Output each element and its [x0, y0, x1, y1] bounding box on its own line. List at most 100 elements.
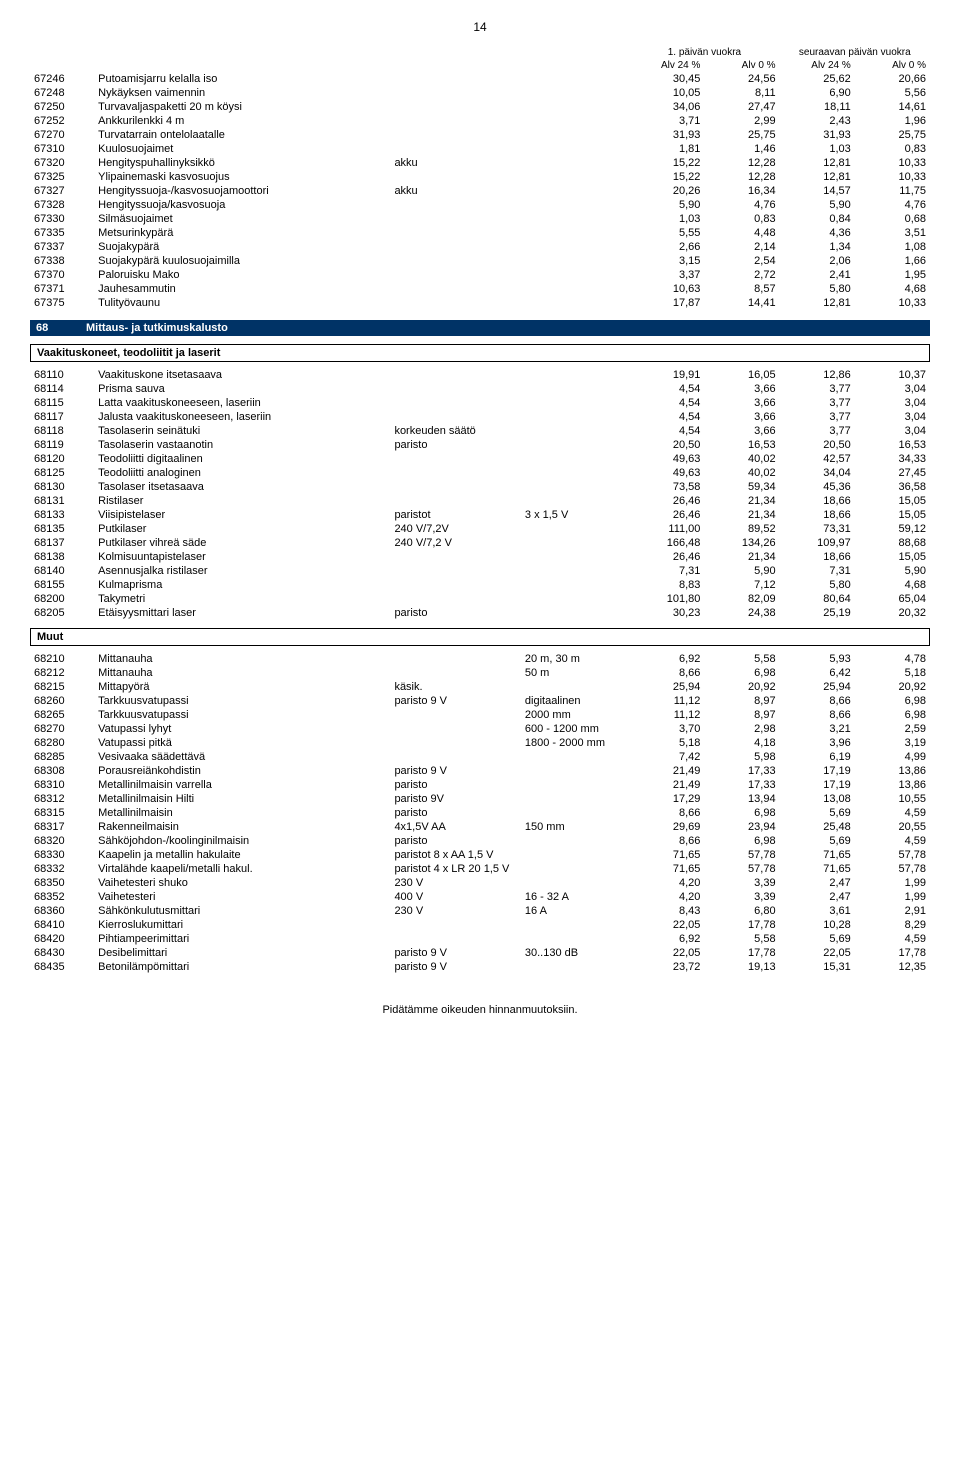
row-desc: Tasolaserin vastaanotin [94, 438, 390, 452]
row-spec1: paristo 9 V [390, 946, 520, 960]
row-v4: 4,59 [855, 932, 930, 946]
row-v4: 4,59 [855, 834, 930, 848]
table-row: 68110Vaakituskone itsetasaava19,9116,051… [30, 368, 930, 382]
row-v3: 6,42 [780, 666, 855, 680]
row-v1: 1,81 [629, 142, 704, 156]
row-v2: 8,97 [704, 694, 779, 708]
row-spec1 [390, 170, 520, 184]
row-v1: 4,54 [629, 424, 704, 438]
row-desc: Mittapyörä [94, 680, 390, 694]
row-v3: 5,69 [780, 932, 855, 946]
row-v4: 36,58 [855, 480, 930, 494]
table-row: 68155Kulmaprisma8,837,125,804,68 [30, 578, 930, 592]
row-v4: 4,76 [855, 198, 930, 212]
row-code: 68310 [30, 778, 94, 792]
row-spec2 [521, 834, 629, 848]
row-spec2 [521, 198, 629, 212]
row-code: 68430 [30, 946, 94, 960]
row-spec1 [390, 114, 520, 128]
page-number: 14 [30, 20, 930, 34]
table-row: 68215Mittapyöräkäsik.25,9420,9225,9420,9… [30, 680, 930, 694]
row-v2: 1,46 [704, 142, 779, 156]
row-v1: 19,91 [629, 368, 704, 382]
row-desc: Paloruisku Mako [94, 268, 390, 282]
row-v4: 3,19 [855, 736, 930, 750]
row-v2: 0,83 [704, 212, 779, 226]
row-v1: 101,80 [629, 592, 704, 606]
table-row: 68410Kierroslukumittari22,0517,7810,288,… [30, 918, 930, 932]
row-v3: 18,66 [780, 508, 855, 522]
row-v2: 16,34 [704, 184, 779, 198]
row-spec1: paristo 9 V [390, 764, 520, 778]
row-desc: Suojakypärä [94, 240, 390, 254]
row-v4: 1,08 [855, 240, 930, 254]
table-row: 68130Tasolaser itsetasaava73,5859,3445,3… [30, 480, 930, 494]
row-v3: 0,84 [780, 212, 855, 226]
row-spec2 [521, 128, 629, 142]
row-spec2: 600 - 1200 mm [521, 722, 629, 736]
row-v2: 7,12 [704, 578, 779, 592]
row-code: 68131 [30, 494, 94, 508]
row-v2: 8,57 [704, 282, 779, 296]
row-desc: Jauhesammutin [94, 282, 390, 296]
row-spec2 [521, 240, 629, 254]
row-v1: 29,69 [629, 820, 704, 834]
row-desc: Sähkönkulutusmittari [94, 904, 390, 918]
row-v2: 25,75 [704, 128, 779, 142]
table-row: 67370Paloruisku Mako3,372,722,411,95 [30, 268, 930, 282]
row-spec2 [521, 480, 629, 494]
row-v1: 8,83 [629, 578, 704, 592]
row-spec1: 230 V [390, 876, 520, 890]
row-v1: 26,46 [629, 508, 704, 522]
row-v4: 57,78 [855, 848, 930, 862]
row-spec2 [521, 918, 629, 932]
row-spec2 [521, 536, 629, 550]
row-desc: Turvavaljaspaketti 20 m köysi [94, 100, 390, 114]
row-v4: 3,04 [855, 396, 930, 410]
row-v4: 4,99 [855, 750, 930, 764]
row-v4: 25,75 [855, 128, 930, 142]
table-row: 68430Desibelimittariparisto 9 V30..130 d… [30, 946, 930, 960]
table-row: 67310Kuulosuojaimet1,811,461,030,83 [30, 142, 930, 156]
row-v1: 3,71 [629, 114, 704, 128]
row-spec2: 3 x 1,5 V [521, 508, 629, 522]
row-spec2: 50 m [521, 666, 629, 680]
table-row: 68133Viisipistelaserparistot3 x 1,5 V26,… [30, 508, 930, 522]
row-code: 68280 [30, 736, 94, 750]
row-v1: 11,12 [629, 708, 704, 722]
table-row: 68212Mittanauha50 m8,666,986,425,18 [30, 666, 930, 680]
row-v3: 5,80 [780, 578, 855, 592]
row-spec1 [390, 550, 520, 564]
row-code: 68330 [30, 848, 94, 862]
row-v3: 22,05 [780, 946, 855, 960]
row-v4: 5,56 [855, 86, 930, 100]
row-v2: 5,58 [704, 652, 779, 666]
row-v2: 23,94 [704, 820, 779, 834]
row-v3: 17,19 [780, 778, 855, 792]
row-desc: Kolmisuuntapistelaser [94, 550, 390, 564]
row-spec1: akku [390, 156, 520, 170]
row-v1: 3,70 [629, 722, 704, 736]
row-spec2 [521, 578, 629, 592]
row-v4: 6,98 [855, 708, 930, 722]
row-v2: 3,66 [704, 396, 779, 410]
row-spec2 [521, 368, 629, 382]
row-spec2 [521, 522, 629, 536]
row-spec2 [521, 170, 629, 184]
row-v1: 7,31 [629, 564, 704, 578]
row-spec2: 2000 mm [521, 708, 629, 722]
row-spec2 [521, 466, 629, 480]
table-row: 67270Turvatarrain ontelolaatalle31,9325,… [30, 128, 930, 142]
row-v3: 4,36 [780, 226, 855, 240]
row-v4: 4,59 [855, 806, 930, 820]
table-row: 67246Putoamisjarru kelalla iso30,4524,56… [30, 72, 930, 86]
row-code: 67338 [30, 254, 94, 268]
table-row: 68117Jalusta vaakituskoneeseen, laseriin… [30, 410, 930, 424]
row-v1: 20,26 [629, 184, 704, 198]
row-desc: Tasolaserin seinätuki [94, 424, 390, 438]
row-v3: 12,81 [780, 296, 855, 310]
row-v1: 1,03 [629, 212, 704, 226]
table-row: 68200Takymetri101,8082,0980,6465,04 [30, 592, 930, 606]
row-v1: 15,22 [629, 156, 704, 170]
row-code: 68205 [30, 606, 94, 620]
